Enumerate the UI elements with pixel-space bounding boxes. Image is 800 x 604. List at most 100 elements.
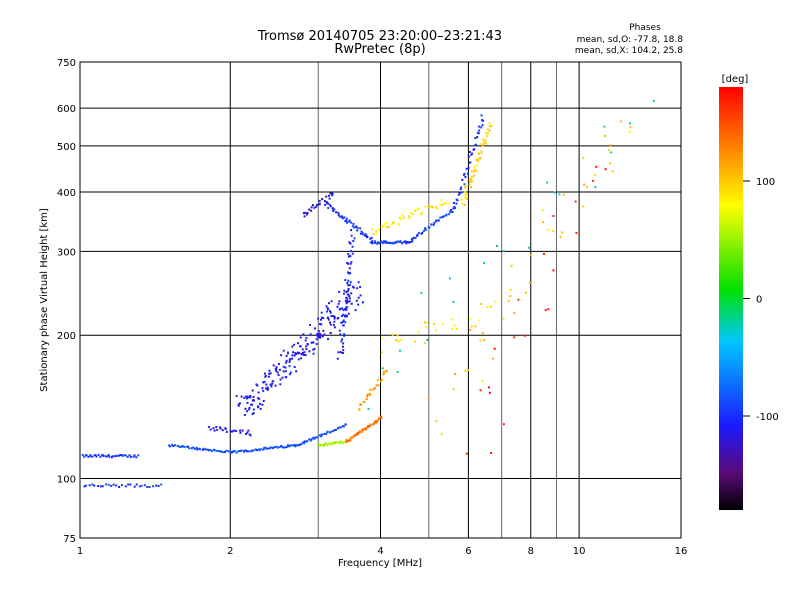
data-point bbox=[346, 299, 349, 302]
data-point bbox=[481, 145, 484, 147]
data-point bbox=[359, 285, 362, 288]
data-point bbox=[221, 451, 224, 454]
data-point bbox=[251, 399, 254, 402]
data-point bbox=[333, 208, 336, 211]
y-axis-label: Stationary phase Virtual Height [km] bbox=[39, 208, 50, 392]
data-points bbox=[81, 100, 655, 488]
data-point bbox=[263, 372, 266, 375]
data-point bbox=[480, 114, 483, 117]
data-point bbox=[484, 139, 487, 142]
data-point bbox=[128, 454, 131, 457]
data-point bbox=[322, 317, 325, 320]
data-point bbox=[348, 284, 351, 287]
y-axis: 75 100 200 300 400 500 600 750 bbox=[57, 58, 76, 545]
data-point bbox=[319, 322, 321, 325]
data-point bbox=[335, 441, 338, 444]
data-point bbox=[365, 428, 368, 431]
data-point bbox=[381, 367, 384, 370]
data-point bbox=[378, 242, 381, 245]
data-point bbox=[382, 225, 385, 227]
data-point bbox=[488, 125, 491, 128]
data-point bbox=[380, 240, 383, 243]
data-point bbox=[369, 237, 372, 240]
data-point bbox=[341, 324, 344, 327]
data-point bbox=[426, 339, 429, 341]
data-point bbox=[272, 364, 275, 367]
data-point bbox=[311, 204, 314, 207]
data-point bbox=[268, 372, 271, 375]
data-point bbox=[370, 236, 373, 239]
data-point bbox=[628, 130, 631, 133]
data-point bbox=[452, 207, 455, 210]
data-point bbox=[401, 214, 404, 217]
data-point bbox=[546, 181, 549, 184]
data-point bbox=[575, 231, 578, 234]
data-point bbox=[89, 455, 92, 458]
data-point bbox=[272, 380, 275, 383]
data-point bbox=[356, 229, 359, 232]
data-point bbox=[481, 124, 484, 127]
data-point bbox=[450, 209, 453, 211]
data-point bbox=[469, 329, 472, 331]
data-point bbox=[288, 373, 291, 376]
data-point bbox=[604, 134, 606, 137]
data-point bbox=[481, 332, 484, 334]
data-point bbox=[451, 318, 454, 321]
data-point bbox=[423, 342, 426, 345]
data-point bbox=[303, 442, 305, 445]
data-point bbox=[409, 212, 412, 215]
data-point bbox=[364, 426, 367, 429]
data-point bbox=[326, 444, 329, 447]
data-point bbox=[325, 195, 328, 198]
data-point bbox=[124, 454, 127, 457]
data-point bbox=[313, 437, 316, 440]
data-point bbox=[440, 199, 443, 202]
data-point bbox=[83, 485, 86, 488]
data-point bbox=[541, 209, 544, 212]
data-point bbox=[324, 442, 327, 445]
data-point bbox=[474, 137, 477, 139]
data-point bbox=[350, 221, 353, 224]
data-point bbox=[490, 452, 493, 454]
data-point bbox=[547, 228, 550, 231]
data-point bbox=[467, 155, 470, 158]
data-point bbox=[459, 188, 462, 191]
data-point bbox=[396, 334, 399, 337]
data-point bbox=[357, 303, 360, 306]
data-point bbox=[318, 444, 321, 447]
data-point bbox=[309, 333, 312, 336]
data-point bbox=[367, 408, 370, 410]
data-point bbox=[558, 193, 561, 196]
data-point bbox=[262, 381, 265, 384]
data-point bbox=[327, 442, 330, 445]
data-point bbox=[293, 354, 296, 357]
data-point bbox=[291, 354, 294, 357]
data-point bbox=[348, 295, 351, 298]
data-point bbox=[430, 223, 433, 226]
data-point bbox=[464, 176, 467, 178]
data-point bbox=[344, 315, 347, 318]
data-point bbox=[239, 402, 241, 405]
data-point bbox=[243, 396, 246, 399]
data-point bbox=[304, 354, 307, 357]
data-point bbox=[350, 302, 353, 305]
data-point bbox=[294, 352, 297, 355]
data-point bbox=[206, 448, 209, 451]
data-point bbox=[271, 382, 274, 385]
data-point bbox=[317, 330, 320, 333]
data-point bbox=[342, 217, 344, 220]
data-point bbox=[486, 128, 489, 131]
data-point bbox=[348, 220, 351, 223]
data-point bbox=[461, 178, 464, 181]
data-point bbox=[195, 446, 198, 449]
data-point bbox=[340, 340, 343, 343]
data-point bbox=[474, 168, 477, 171]
data-point bbox=[318, 332, 321, 335]
data-point bbox=[465, 167, 468, 170]
data-point bbox=[502, 250, 505, 252]
data-point bbox=[347, 289, 349, 292]
data-point bbox=[372, 422, 375, 425]
data-point bbox=[115, 484, 118, 487]
data-point bbox=[502, 423, 505, 426]
x-tick-label: 10 bbox=[573, 546, 586, 557]
